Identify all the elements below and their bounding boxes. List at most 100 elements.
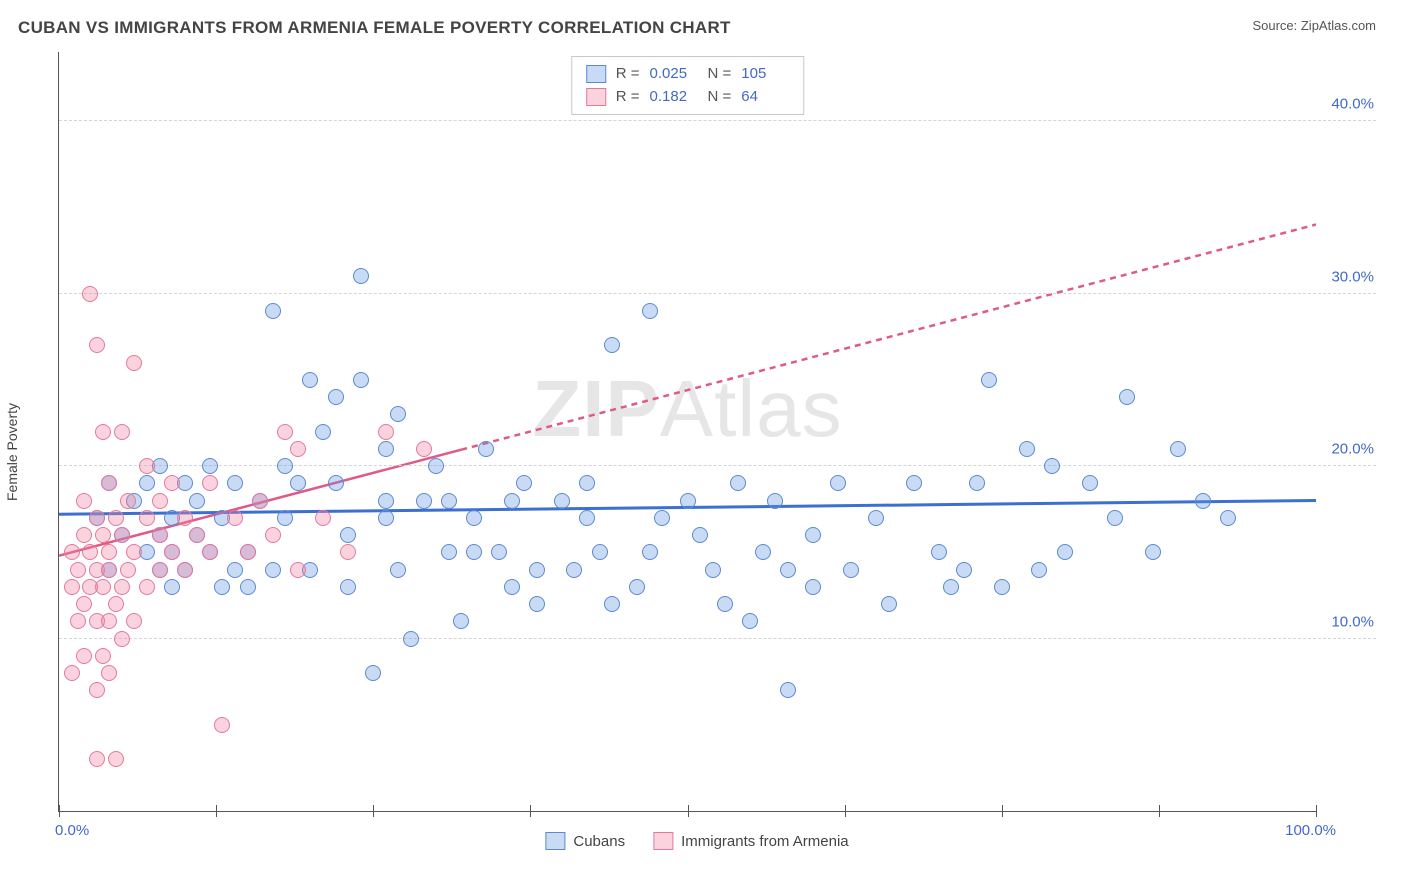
scatter-point	[340, 527, 356, 543]
scatter-point	[177, 562, 193, 578]
scatter-point	[89, 682, 105, 698]
scatter-point	[868, 510, 884, 526]
y-tick-label: 30.0%	[1320, 268, 1374, 285]
y-tick-label: 40.0%	[1320, 96, 1374, 113]
x-tick	[1316, 805, 1317, 817]
scatter-point	[654, 510, 670, 526]
scatter-point	[95, 424, 111, 440]
scatter-point	[114, 579, 130, 595]
scatter-point	[76, 493, 92, 509]
x-tick	[59, 805, 60, 817]
scatter-point	[252, 493, 268, 509]
gridline	[59, 293, 1376, 294]
scatter-point	[164, 544, 180, 560]
scatter-point	[120, 562, 136, 578]
scatter-point	[114, 424, 130, 440]
scatter-point	[108, 510, 124, 526]
scatter-point	[290, 562, 306, 578]
x-tick	[373, 805, 374, 817]
scatter-point	[466, 510, 482, 526]
scatter-point	[89, 510, 105, 526]
scatter-point	[177, 510, 193, 526]
scatter-point	[780, 682, 796, 698]
scatter-point	[1145, 544, 1161, 560]
scatter-point	[767, 493, 783, 509]
scatter-point	[101, 544, 117, 560]
scatter-point	[428, 458, 444, 474]
x-tick	[216, 805, 217, 817]
scatter-point	[126, 544, 142, 560]
scatter-point	[82, 544, 98, 560]
scatter-point	[994, 579, 1010, 595]
gridline	[59, 638, 1376, 639]
scatter-point	[101, 475, 117, 491]
scatter-point	[64, 579, 80, 595]
scatter-point	[277, 458, 293, 474]
scatter-point	[139, 458, 155, 474]
scatter-point	[95, 527, 111, 543]
scatter-point	[390, 406, 406, 422]
scatter-point	[139, 579, 155, 595]
scatter-point	[76, 527, 92, 543]
scatter-point	[1044, 458, 1060, 474]
scatter-point	[1107, 510, 1123, 526]
scatter-point	[315, 424, 331, 440]
n-value-armenia: 64	[741, 86, 789, 109]
scatter-point	[604, 596, 620, 612]
scatter-point	[692, 527, 708, 543]
scatter-point	[491, 544, 507, 560]
scatter-point	[1195, 493, 1211, 509]
scatter-point	[981, 372, 997, 388]
scatter-point	[1220, 510, 1236, 526]
x-tick	[1159, 805, 1160, 817]
scatter-point	[629, 579, 645, 595]
scatter-point	[805, 579, 821, 595]
scatter-point	[1170, 441, 1186, 457]
scatter-point	[64, 544, 80, 560]
scatter-point	[315, 510, 331, 526]
scatter-point	[353, 372, 369, 388]
y-axis-label: Female Poverty	[4, 403, 20, 501]
scatter-point	[202, 475, 218, 491]
x-min-label: 0.0%	[55, 822, 89, 839]
scatter-point	[340, 579, 356, 595]
scatter-point	[76, 648, 92, 664]
source-label: Source: ZipAtlas.com	[1252, 18, 1376, 33]
scatter-point	[95, 648, 111, 664]
scatter-point	[214, 717, 230, 733]
scatter-point	[101, 665, 117, 681]
scatter-point	[114, 631, 130, 647]
scatter-point	[340, 544, 356, 560]
scatter-point	[164, 475, 180, 491]
scatter-point	[290, 475, 306, 491]
scatter-point	[126, 355, 142, 371]
scatter-point	[89, 337, 105, 353]
scatter-point	[82, 286, 98, 302]
scatter-point	[202, 544, 218, 560]
scatter-point	[227, 562, 243, 578]
scatter-point	[579, 475, 595, 491]
r-value-armenia: 0.182	[650, 86, 698, 109]
scatter-point	[120, 493, 136, 509]
scatter-point	[956, 562, 972, 578]
scatter-point	[139, 475, 155, 491]
scatter-point	[277, 424, 293, 440]
scatter-point	[89, 751, 105, 767]
legend-label-cubans: Cubans	[573, 833, 625, 850]
scatter-point	[642, 303, 658, 319]
scatter-point	[516, 475, 532, 491]
y-tick-label: 20.0%	[1320, 441, 1374, 458]
scatter-point	[214, 579, 230, 595]
x-tick	[530, 805, 531, 817]
scatter-point	[1031, 562, 1047, 578]
scatter-point	[64, 665, 80, 681]
scatter-point	[416, 441, 432, 457]
scatter-point	[240, 544, 256, 560]
n-label: N =	[708, 86, 732, 109]
regression-lines	[59, 52, 1316, 811]
scatter-point	[390, 562, 406, 578]
scatter-point	[466, 544, 482, 560]
scatter-point	[579, 510, 595, 526]
scatter-point	[478, 441, 494, 457]
scatter-point	[378, 424, 394, 440]
